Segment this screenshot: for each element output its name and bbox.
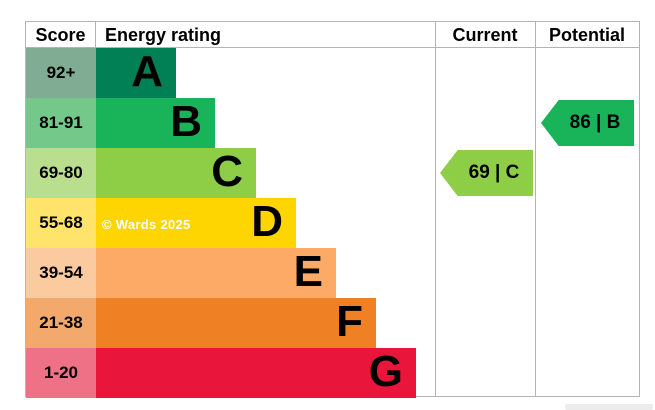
band-letter: E	[293, 247, 323, 296]
current-rating-arrow: 69 | C	[440, 150, 533, 196]
score-cell: 39-54	[26, 248, 96, 298]
score-cell: 92+	[26, 48, 96, 98]
band-letter: A	[131, 47, 163, 96]
score-cell: 55-68	[26, 198, 96, 248]
header-divider-score-rating	[95, 22, 96, 47]
band-row-c: 69-80 C	[26, 148, 639, 198]
current-column-header: Current	[452, 24, 518, 45]
band-row-e: 39-54 E	[26, 248, 639, 298]
band-letter: C	[211, 147, 243, 196]
band-bar: D	[96, 198, 296, 248]
copyright-watermark: © Wards 2025	[102, 217, 191, 232]
score-cell: 1-20	[26, 348, 96, 398]
potential-rating-arrow: 86 | B	[541, 100, 634, 146]
band-bar: G	[96, 348, 416, 398]
cropped-watermark-artifact	[565, 404, 653, 410]
band-bar: A	[96, 48, 176, 98]
band-letter: G	[368, 347, 403, 396]
column-divider-current-potential	[535, 22, 536, 396]
score-cell: 69-80	[26, 148, 96, 198]
band-row-a: 92+ A	[26, 48, 639, 98]
band-row-g: 1-20 G	[26, 348, 639, 398]
potential-column-header: Potential	[548, 24, 625, 45]
score-cell: 81-91	[26, 98, 96, 148]
band-letter: F	[336, 297, 363, 346]
band-bar: C	[96, 148, 256, 198]
band-row-f: 21-38 F	[26, 298, 639, 348]
band-row-d: 55-68 D	[26, 198, 639, 248]
column-divider-rating-current	[435, 22, 436, 396]
band-letter: D	[251, 197, 283, 246]
header-bottom-border	[26, 47, 639, 48]
band-row-b: 81-91 B	[26, 98, 639, 148]
epc-table: Score Energy rating Current Potential 92…	[25, 21, 640, 398]
score-cell: 21-38	[26, 298, 96, 348]
band-bar: B	[96, 98, 215, 148]
band-letter: B	[170, 97, 202, 146]
band-bar: E	[96, 248, 336, 298]
band-rows: 92+ A 81-91 B 69-80 C 55-68 D 39-54 E 21-38 F 1-20 G	[26, 48, 639, 398]
score-column-header: Score	[35, 24, 86, 45]
energy-rating-column-header: Energy rating	[105, 24, 222, 45]
band-bar: F	[96, 298, 376, 348]
